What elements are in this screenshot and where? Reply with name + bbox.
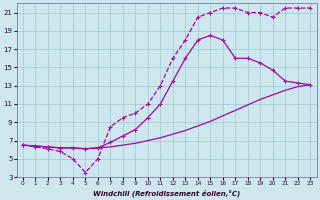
X-axis label: Windchill (Refroidissement éolien,°C): Windchill (Refroidissement éolien,°C) [93,189,240,197]
